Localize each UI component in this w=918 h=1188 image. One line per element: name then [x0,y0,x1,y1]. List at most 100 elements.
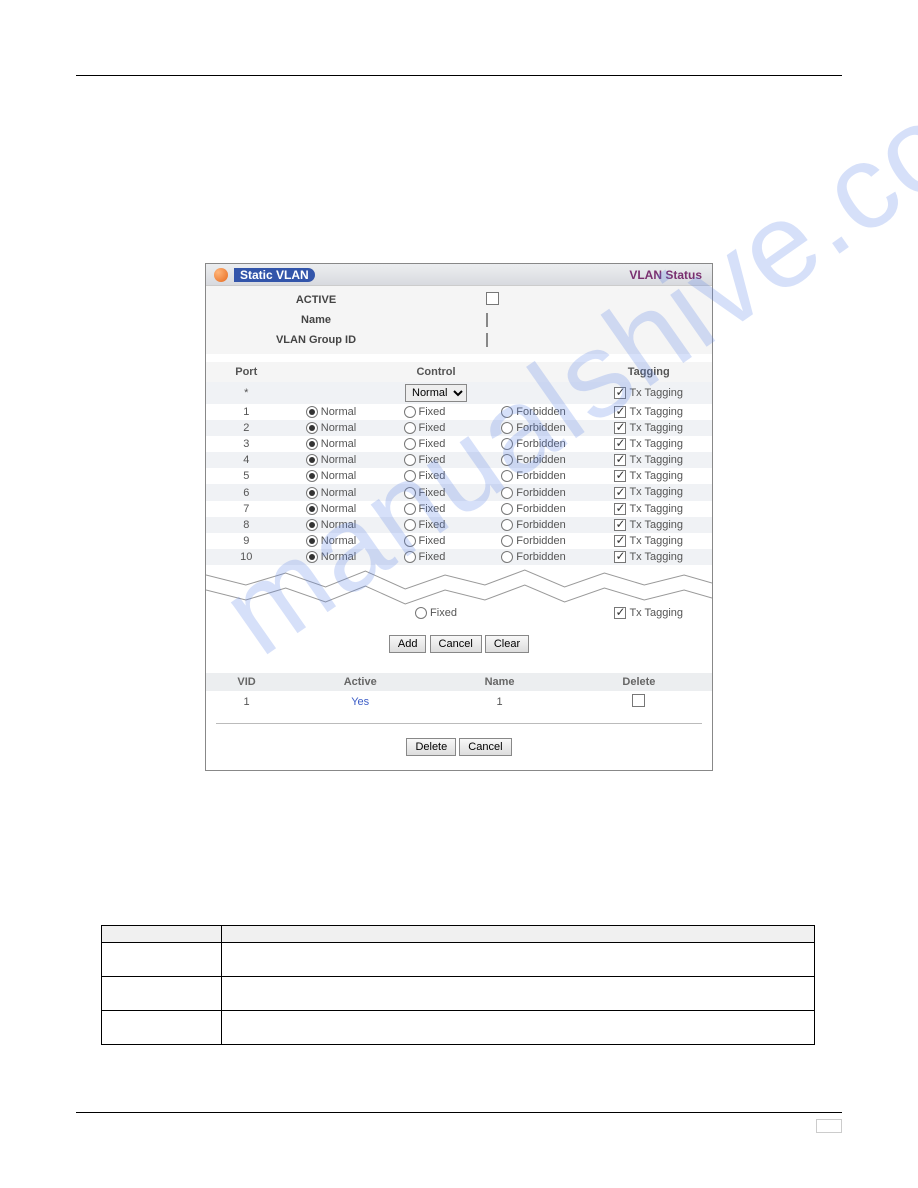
torn-edge [206,565,712,605]
normal-radio[interactable] [306,454,318,466]
description-table [101,925,815,1045]
desc-cell [102,977,222,1011]
tag-checkbox[interactable] [614,535,626,547]
port-number: 6 [206,484,287,500]
vid-name-cell: 1 [433,691,566,713]
partial-row-table: Fixed Tx Tagging [206,605,712,621]
tag-checkbox[interactable] [614,406,626,418]
port-row: 2NormalFixedForbiddenTx Tagging [206,420,712,436]
forbidden-radio[interactable] [501,406,513,418]
star-label: * [206,382,287,404]
top-fields: ACTIVE Name VLAN Group ID [206,286,712,354]
partial-tag-checkbox[interactable] [614,607,626,619]
normal-radio[interactable] [306,406,318,418]
vid-delete-checkbox[interactable] [632,694,645,707]
groupid-row: VLAN Group ID [206,330,712,350]
cancel-button-1[interactable]: Cancel [430,635,482,653]
port-number: 7 [206,501,287,517]
fixed-radio[interactable] [404,519,416,531]
port-row: 3NormalFixedForbiddenTx Tagging [206,436,712,452]
active-checkbox[interactable] [486,292,499,305]
clear-button[interactable]: Clear [485,635,529,653]
tag-checkbox[interactable] [614,487,626,499]
active-label: ACTIVE [206,294,426,306]
normal-radio[interactable] [306,487,318,499]
fixed-radio[interactable] [404,551,416,563]
control-select[interactable]: Normal [405,384,467,402]
tag-checkbox[interactable] [614,438,626,450]
forbidden-radio[interactable] [501,422,513,434]
desc-row [102,1011,815,1045]
port-row: 4NormalFixedForbiddenTx Tagging [206,452,712,468]
forbidden-radio[interactable] [501,470,513,482]
tag-checkbox[interactable] [614,503,626,515]
groupid-label: VLAN Group ID [206,334,426,346]
vid-row: 1 Yes 1 [206,691,712,713]
port-number: 10 [206,549,287,565]
vlan-status-link[interactable]: VLAN Status [629,268,702,282]
desc-desc-header [222,926,815,943]
tag-checkbox[interactable] [614,470,626,482]
normal-radio[interactable] [306,535,318,547]
port-number: 1 [206,404,287,420]
fixed-radio[interactable] [404,535,416,547]
port-row: 1NormalFixedForbiddenTx Tagging [206,404,712,420]
star-row: * Normal Tx Tagging [206,382,712,404]
port-number: 9 [206,533,287,549]
fixed-radio[interactable] [404,438,416,450]
forbidden-radio[interactable] [501,438,513,450]
normal-radio[interactable] [306,519,318,531]
vid-active-link[interactable]: Yes [287,691,433,713]
cancel-button-2[interactable]: Cancel [459,738,511,756]
button-row-2: Delete Cancel [206,724,712,770]
normal-radio[interactable] [306,551,318,563]
port-number: 3 [206,436,287,452]
port-row: 9NormalFixedForbiddenTx Tagging [206,533,712,549]
port-number: 8 [206,517,287,533]
forbidden-radio[interactable] [501,519,513,531]
active-row: ACTIVE [206,290,712,310]
groupid-input[interactable] [486,333,488,347]
forbidden-radio[interactable] [501,503,513,515]
page-bottom-border [76,1112,842,1113]
normal-radio[interactable] [306,438,318,450]
name-label: Name [206,314,426,326]
fixed-radio[interactable] [404,503,416,515]
forbidden-radio[interactable] [501,535,513,547]
fixed-radio[interactable] [404,422,416,434]
col-control: Control [287,362,586,382]
add-button[interactable]: Add [389,635,427,653]
tag-checkbox-star[interactable] [614,387,626,399]
active-col: Active [287,673,433,691]
tag-checkbox[interactable] [614,422,626,434]
name-input[interactable] [486,313,488,327]
name-row: Name [206,310,712,330]
normal-radio[interactable] [306,503,318,515]
desc-cell [102,1011,222,1045]
button-row-1: Add Cancel Clear [206,621,712,667]
port-row: 5NormalFixedForbiddenTx Tagging [206,468,712,484]
port-number: 2 [206,420,287,436]
port-number: 5 [206,468,287,484]
window-header: Static VLAN VLAN Status [206,264,712,286]
forbidden-radio[interactable] [501,487,513,499]
fixed-radio[interactable] [404,470,416,482]
partial-fixed-radio[interactable] [415,607,427,619]
normal-radio[interactable] [306,470,318,482]
port-row: 6NormalFixedForbiddenTx Tagging [206,484,712,500]
port-table: Port Control Tagging * Normal Tx Tagging… [206,362,712,565]
delete-button[interactable]: Delete [406,738,456,756]
desc-label-header [102,926,222,943]
fixed-radio[interactable] [404,487,416,499]
static-vlan-window: Static VLAN VLAN Status ACTIVE Name VLAN… [205,263,713,771]
fixed-radio[interactable] [404,454,416,466]
forbidden-radio[interactable] [501,551,513,563]
tag-checkbox[interactable] [614,551,626,563]
normal-radio[interactable] [306,422,318,434]
desc-row [102,943,815,977]
port-row: 7NormalFixedForbiddenTx Tagging [206,501,712,517]
tag-checkbox[interactable] [614,519,626,531]
tag-checkbox[interactable] [614,454,626,466]
fixed-radio[interactable] [404,406,416,418]
forbidden-radio[interactable] [501,454,513,466]
